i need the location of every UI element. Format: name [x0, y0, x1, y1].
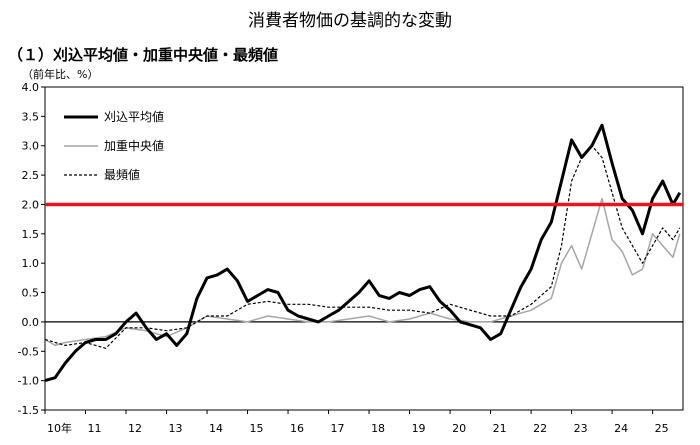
x-tick-label: 17	[331, 422, 345, 435]
x-tick-label: 24	[614, 422, 628, 435]
x-tick-label: 21	[493, 422, 507, 435]
y-tick-label: 2.0	[22, 198, 40, 211]
x-tick-label: 20	[452, 422, 466, 435]
legend-label-1: 加重中央値	[104, 138, 164, 153]
y-tick-label: 1.5	[22, 228, 40, 241]
x-tick-label: 18	[371, 422, 385, 435]
x-tick-label: 19	[412, 422, 426, 435]
y-tick-label: 3.5	[22, 110, 40, 123]
chart-title: 消費者物価の基調的な変動	[248, 11, 452, 31]
y-tick-label: 4.0	[22, 81, 40, 94]
y-tick-label: 0.5	[22, 287, 40, 300]
series-line-0	[44, 123, 682, 383]
x-tick-label: 23	[574, 422, 588, 435]
y-tick-label: 0.0	[22, 316, 40, 329]
x-tick-label: 13	[169, 422, 183, 435]
y-tick-label: 1.0	[22, 257, 40, 270]
plot-frame	[44, 86, 684, 411]
chart-subtitle: （１）刈込平均値・加重中央値・最頻値	[8, 46, 278, 64]
x-tick-label: 25	[655, 422, 669, 435]
x-tick-label: 14	[209, 422, 223, 435]
x-tick-label: 22	[533, 422, 547, 435]
y-tick-label: 3.0	[22, 140, 40, 153]
y-tick-label: -1.5	[18, 404, 39, 417]
x-tick-label: 11	[88, 422, 102, 435]
x-tick-label: 10年	[47, 421, 72, 435]
y-axis-label: （前年比、%）	[22, 67, 98, 81]
legend-label-2: 最頻値	[104, 167, 140, 182]
x-tick-label: 16	[290, 422, 304, 435]
x-tick-label: 12	[128, 422, 142, 435]
y-tick-label: -1.0	[18, 375, 39, 388]
x-tick-label: 15	[250, 422, 264, 435]
y-tick-label: -0.5	[18, 345, 39, 358]
y-tick-label: 2.5	[22, 169, 40, 182]
legend-label-0: 刈込平均値	[104, 109, 164, 124]
series-line-1	[44, 197, 681, 347]
